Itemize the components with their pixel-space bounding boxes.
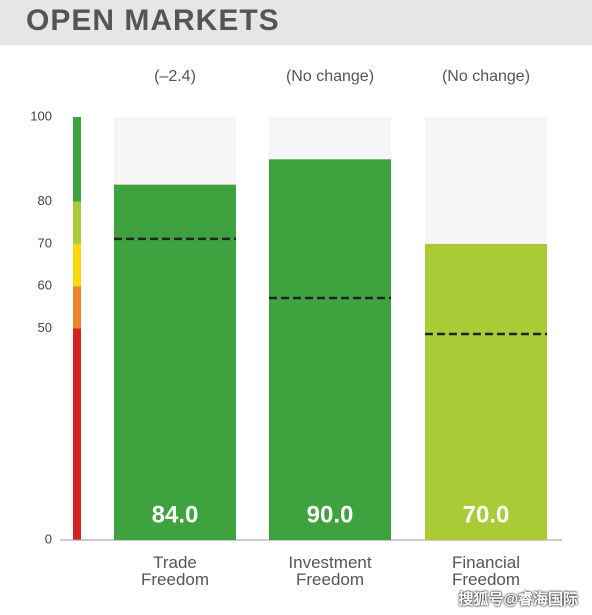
header (0, 0, 592, 45)
watermark: 搜狐号@睿海国际 (458, 591, 578, 608)
chart-title: OPEN MARKETS (26, 4, 280, 37)
value-label: 70.0 (463, 501, 510, 528)
scale-band (73, 243, 81, 287)
bar (114, 184, 236, 540)
bar (425, 243, 547, 540)
scale-band (73, 286, 81, 329)
y-tick-label: 50 (38, 320, 52, 335)
value-label: 84.0 (152, 501, 199, 528)
y-tick-label: 60 (38, 278, 52, 293)
y-tick-label: 70 (38, 235, 52, 250)
y-tick-label: 0 (45, 531, 52, 546)
scale-band (73, 117, 81, 202)
bar (269, 159, 391, 541)
change-label: (–2.4) (154, 68, 196, 85)
y-tick-label: 100 (30, 108, 52, 123)
value-label: 90.0 (307, 501, 354, 528)
x-tick-label: Investment Freedom (288, 553, 372, 589)
change-label: (No change) (442, 68, 530, 85)
change-label: (No change) (286, 68, 374, 85)
y-tick-label: 80 (38, 193, 52, 208)
x-tick-label: Trade Freedom (140, 553, 210, 589)
scale-band (73, 201, 81, 244)
scale-band (73, 328, 81, 540)
x-tick-label: Financial Freedom (451, 553, 521, 589)
